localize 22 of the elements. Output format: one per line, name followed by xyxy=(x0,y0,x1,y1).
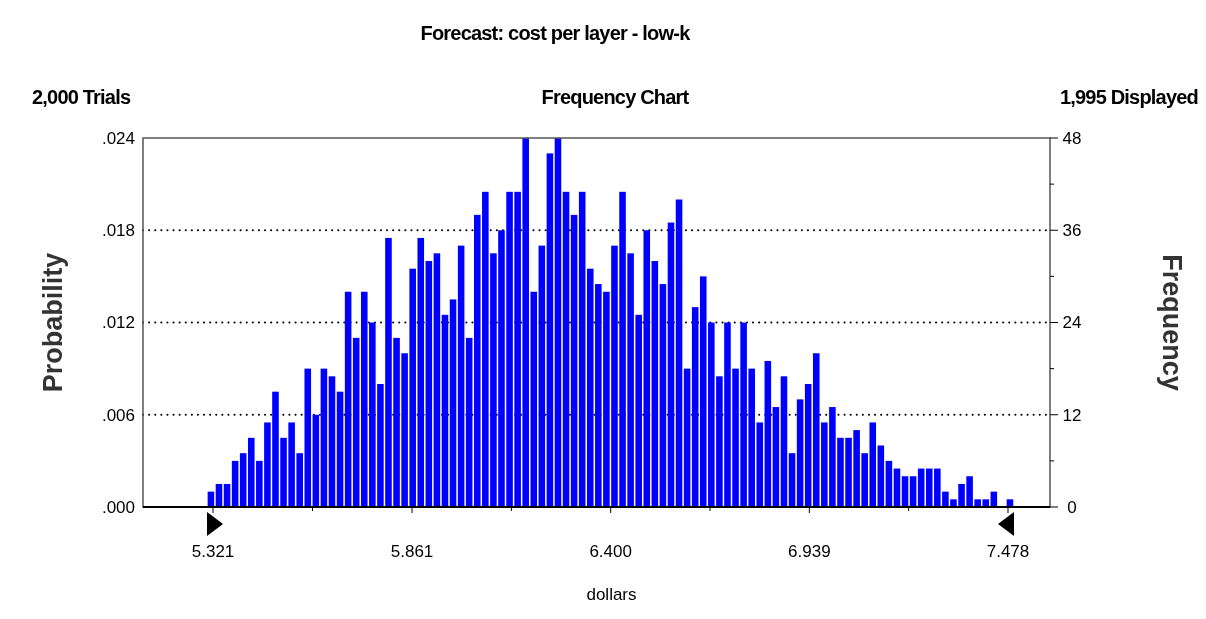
y2-tick-label: 48 xyxy=(1062,128,1082,148)
y-tick-label: .006 xyxy=(101,405,135,425)
chart-subtitle: Frequency Chart xyxy=(541,86,690,108)
x-tick-label: 5.861 xyxy=(390,542,434,561)
x-tick-label: 5.321 xyxy=(191,542,235,561)
x-tick-label: 7.478 xyxy=(986,542,1030,561)
y-tick-label: .012 xyxy=(101,313,135,333)
y-axis-title: Probability xyxy=(38,252,68,393)
chart-title: Forecast: cost per layer - low-k xyxy=(420,22,692,44)
x-tick-label: 6.939 xyxy=(788,542,831,561)
y2-tick-label: 36 xyxy=(1062,221,1082,241)
y2-tick-label: 12 xyxy=(1062,405,1082,425)
text: 1,995 Displayed xyxy=(1059,86,1198,108)
text: 2,000 Trials xyxy=(32,86,131,108)
y2-tick-label: 0 xyxy=(1067,497,1077,517)
y-tick-label: .024 xyxy=(101,128,135,148)
y2-tick-label: 24 xyxy=(1062,313,1082,333)
x-tick-label: 6.400 xyxy=(589,542,632,561)
x-axis-title: dollars xyxy=(586,585,637,604)
y2-axis-title: Frequency xyxy=(1157,254,1187,391)
y-tick-label: .018 xyxy=(101,221,135,241)
y-tick-label: .000 xyxy=(101,497,135,517)
